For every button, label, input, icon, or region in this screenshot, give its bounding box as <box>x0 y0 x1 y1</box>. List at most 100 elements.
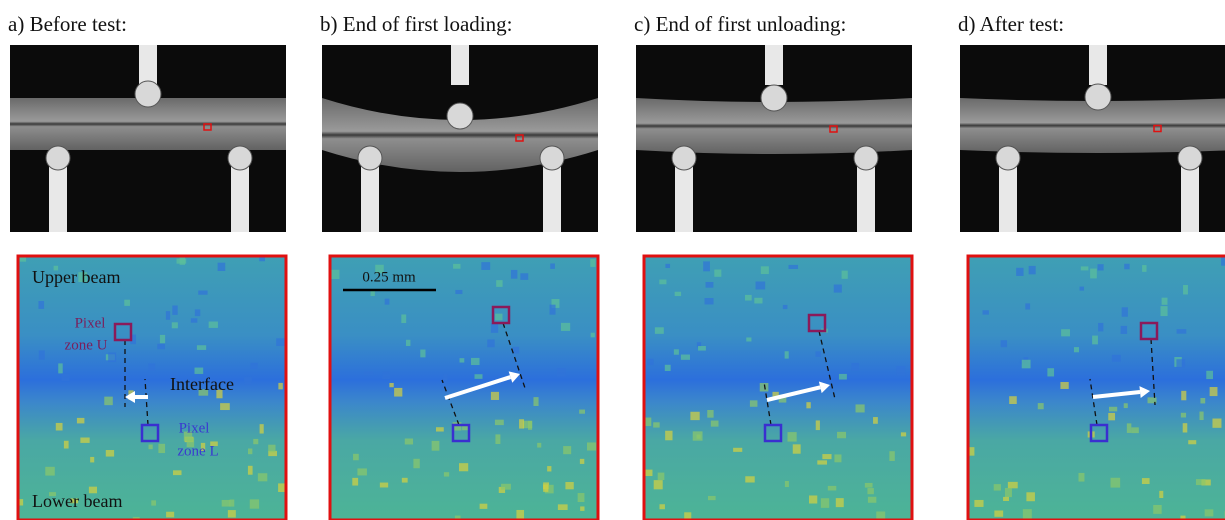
pixel-zone-l <box>140 423 160 443</box>
speckle <box>749 400 758 407</box>
speckle <box>1111 354 1121 362</box>
speckle <box>80 437 90 443</box>
speckle <box>1009 396 1017 405</box>
speckle <box>644 469 653 477</box>
speckle <box>1147 397 1157 404</box>
displacement-arrow <box>766 385 821 402</box>
speckle <box>501 483 511 490</box>
speckle <box>404 438 414 445</box>
support-pin <box>853 145 879 171</box>
speckle <box>38 301 45 309</box>
support-bar <box>999 160 1017 232</box>
speckle <box>746 337 752 342</box>
speckle <box>183 431 193 441</box>
zoom-bg <box>330 256 598 520</box>
speckle <box>590 332 595 338</box>
speckle <box>1092 335 1098 345</box>
speckle <box>257 473 268 482</box>
speckle <box>452 422 462 431</box>
speckle <box>900 432 907 437</box>
speckle <box>1003 496 1010 502</box>
speckle <box>1183 285 1188 295</box>
loader-pin <box>134 80 162 108</box>
support-bar <box>675 160 693 232</box>
speckle <box>876 511 886 520</box>
label-interface: Interface <box>170 374 234 394</box>
speckle <box>194 367 204 374</box>
support-pin <box>539 145 565 171</box>
speckle <box>370 289 375 297</box>
speckle <box>76 417 85 424</box>
label-zone-u: zone U <box>65 337 108 353</box>
speckle <box>130 334 137 345</box>
speckle <box>654 327 664 334</box>
speckle <box>490 391 500 400</box>
speckle <box>105 450 115 457</box>
speckle <box>259 424 264 434</box>
pixel-zone-u <box>113 322 133 342</box>
speckle <box>533 397 539 407</box>
speckle <box>166 511 175 518</box>
speckle <box>55 422 63 431</box>
speckle <box>982 310 989 315</box>
displacement-arrow <box>1092 390 1141 399</box>
panel-title: d) After test: <box>958 12 1064 36</box>
speckle <box>495 313 503 321</box>
speckle <box>659 504 665 510</box>
speckle <box>53 265 59 271</box>
arrow-head <box>818 381 830 394</box>
speckle <box>198 290 208 295</box>
pixel-zone-l <box>763 423 783 443</box>
speckle <box>835 498 844 508</box>
speckle <box>1025 303 1031 310</box>
speckle <box>1212 418 1222 428</box>
speckle <box>132 516 140 520</box>
speckle <box>579 409 586 414</box>
speckle <box>815 351 821 357</box>
speckle <box>1021 359 1031 369</box>
support-pin <box>671 145 697 171</box>
speckle <box>1181 390 1187 401</box>
speckle <box>104 396 113 406</box>
speckle <box>565 482 574 490</box>
speckle <box>158 443 166 454</box>
zoom-marker <box>203 123 212 131</box>
speckle <box>78 272 88 282</box>
speckle <box>1120 325 1128 334</box>
speckle <box>549 304 556 315</box>
speckle <box>1016 267 1024 276</box>
scale-label: 0.25 mm <box>362 269 416 285</box>
speckle <box>1124 263 1130 270</box>
speckle <box>714 269 722 277</box>
photo <box>10 45 286 232</box>
speckle <box>896 366 906 376</box>
speckle <box>216 389 223 399</box>
panel: d) After test: <box>958 12 1225 520</box>
speckle <box>278 382 283 390</box>
speckle <box>1160 306 1168 317</box>
speckle <box>680 354 690 360</box>
speckle <box>815 420 820 431</box>
label-zone-u: Pixel <box>75 315 106 331</box>
loader-pin <box>760 84 788 112</box>
speckle <box>1022 509 1032 519</box>
speckle <box>1199 411 1204 421</box>
speckle <box>772 391 779 397</box>
speckle <box>88 486 98 494</box>
panel-title: c) End of first unloading: <box>634 12 846 36</box>
pixel-zone-l <box>1089 423 1109 443</box>
speckle <box>221 499 231 507</box>
speckle <box>171 322 178 329</box>
panel: b) End of first loading: 0.25 mm <box>320 12 600 520</box>
support-bar <box>1181 160 1199 232</box>
speckle <box>244 376 252 385</box>
speckle <box>705 281 714 288</box>
speckle <box>806 402 811 409</box>
speckle <box>837 431 847 439</box>
zoom <box>644 256 912 520</box>
speckle <box>496 280 503 287</box>
speckle <box>1141 478 1150 484</box>
speckle <box>1180 412 1187 418</box>
speckle <box>653 480 663 490</box>
speckle <box>1060 382 1069 389</box>
